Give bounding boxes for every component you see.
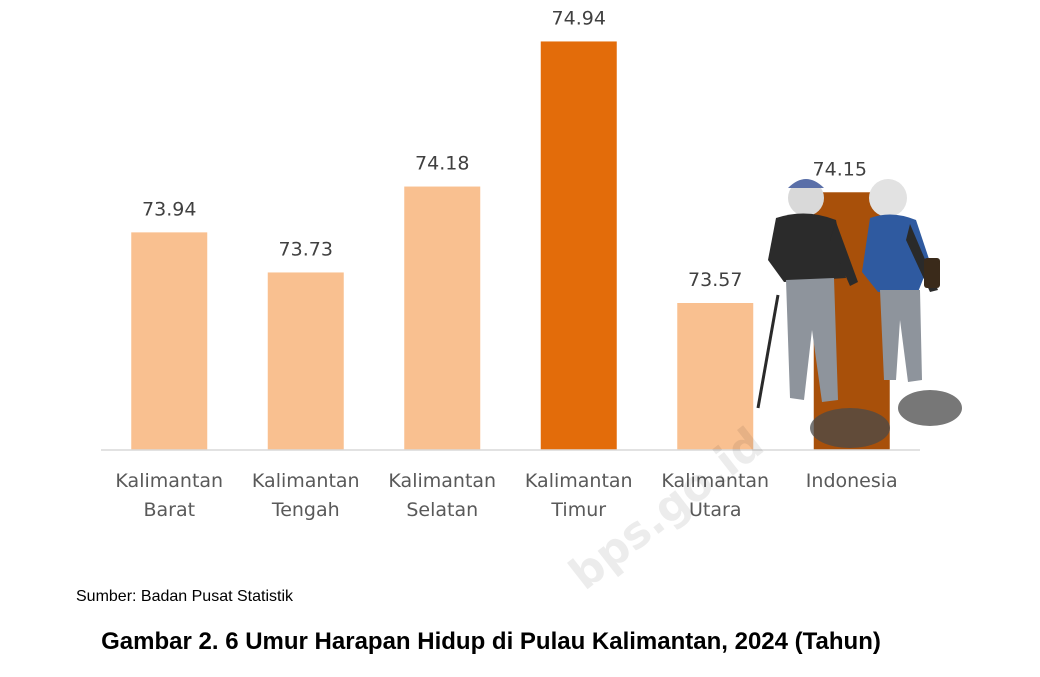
- category-label-1-0: Kalimantan: [252, 470, 360, 492]
- value-label-1: 73.73: [279, 238, 333, 260]
- category-label-2-1: Selatan: [406, 499, 478, 521]
- figure-caption: Gambar 2. 6 Umur Harapan Hidup di Pulau …: [101, 628, 881, 655]
- category-label-1-1: Tengah: [271, 499, 340, 521]
- bar-3: [540, 41, 617, 451]
- bar-chart: 73.94 Kalimantan Barat 73.73 Kalimantan Tenga…: [101, 7, 962, 521]
- value-label-0: 73.94: [142, 198, 196, 220]
- source-note: Sumber: Badan Pusat Statistik: [76, 588, 293, 605]
- labels-group: 73.94 Kalimantan Barat 73.73 Kalimantan Tenga…: [115, 7, 897, 521]
- category-label-4-0: Kalimantan: [661, 470, 769, 492]
- bar-0: [131, 232, 208, 450]
- value-label-4: 73.57: [688, 269, 742, 291]
- category-label-3-1: Timur: [550, 499, 606, 521]
- bar-2: [404, 186, 481, 450]
- value-label-5: 74.15: [813, 158, 867, 180]
- category-label-3-0: Kalimantan: [525, 470, 633, 492]
- elderly-couple-illustration: [756, 179, 962, 448]
- category-label-0-0: Kalimantan: [115, 470, 223, 492]
- value-label-2: 74.18: [415, 153, 469, 175]
- value-label-3: 74.94: [552, 7, 606, 29]
- category-label-4-1: Utara: [689, 499, 741, 521]
- category-label-2-0: Kalimantan: [388, 470, 496, 492]
- category-label-5-0: Indonesia: [806, 470, 898, 492]
- bars-group: [131, 41, 890, 451]
- bar-1: [267, 272, 344, 450]
- category-label-0-1: Barat: [143, 499, 195, 521]
- bar-4: [677, 303, 754, 450]
